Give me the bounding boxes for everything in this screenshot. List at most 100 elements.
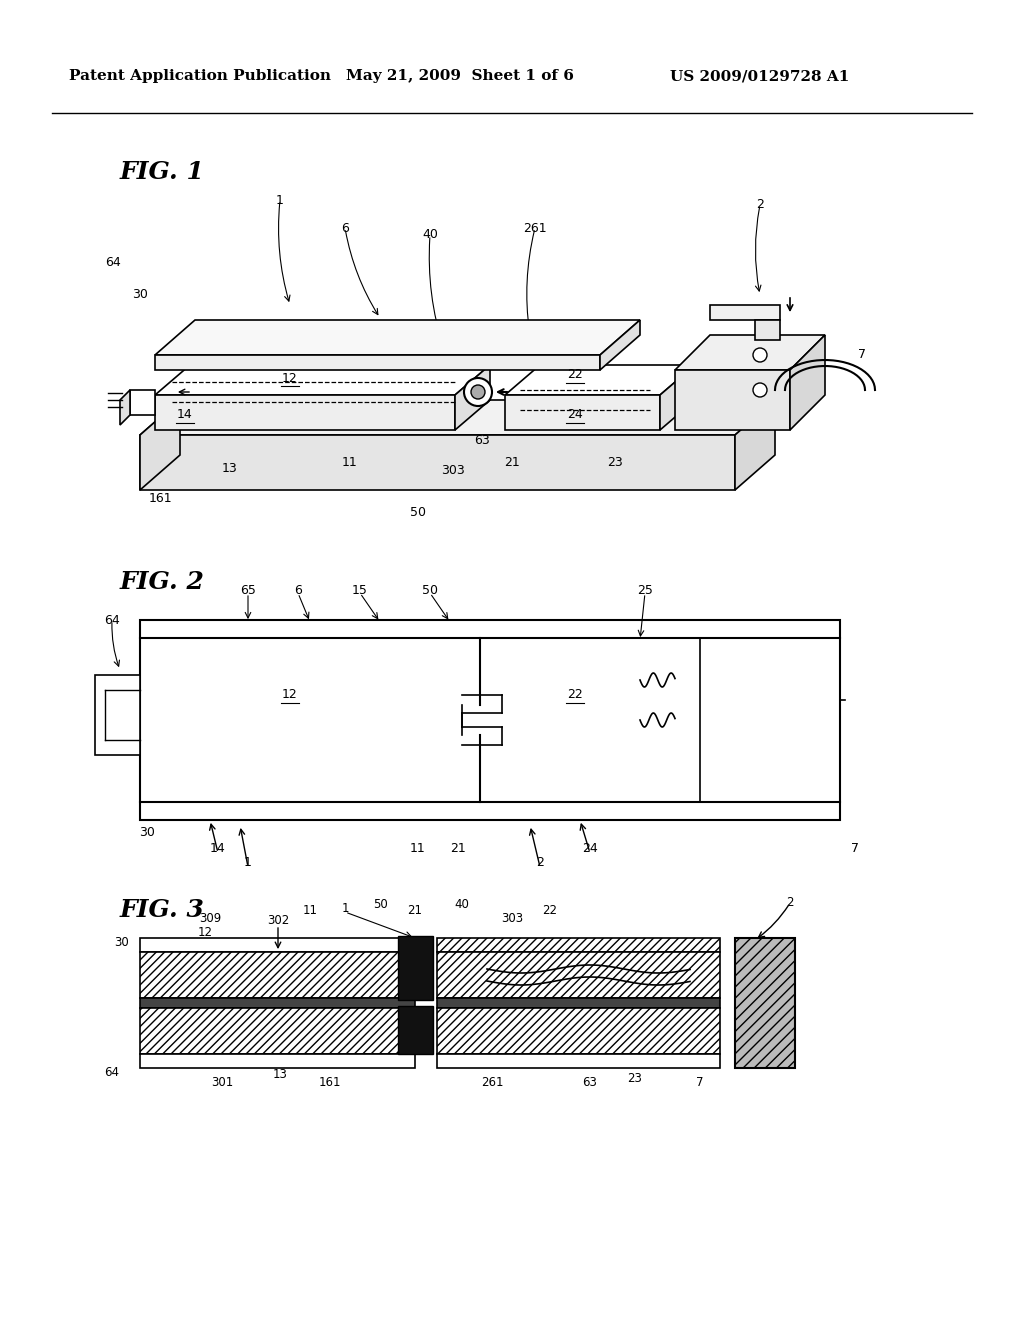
Text: May 21, 2009  Sheet 1 of 6: May 21, 2009 Sheet 1 of 6: [346, 69, 573, 83]
Text: Patent Application Publication: Patent Application Publication: [69, 69, 331, 83]
Text: 13: 13: [222, 462, 238, 474]
Text: 2: 2: [786, 896, 794, 909]
Text: 1: 1: [244, 855, 252, 869]
Text: 261: 261: [480, 1076, 503, 1089]
Text: 6: 6: [294, 583, 302, 597]
Text: 50: 50: [422, 583, 438, 597]
Text: 23: 23: [607, 455, 623, 469]
Text: 25: 25: [637, 583, 653, 597]
Text: 23: 23: [628, 1072, 642, 1085]
Text: 13: 13: [272, 1068, 288, 1081]
Polygon shape: [600, 319, 640, 370]
Text: 303: 303: [441, 463, 465, 477]
Text: 12: 12: [283, 689, 298, 701]
Text: 22: 22: [567, 689, 583, 701]
Text: 261: 261: [523, 222, 547, 235]
Text: US 2009/0129728 A1: US 2009/0129728 A1: [671, 69, 850, 83]
Polygon shape: [140, 436, 735, 490]
Text: 24: 24: [567, 408, 583, 421]
Text: 30: 30: [115, 936, 129, 949]
Bar: [398, 936, 433, 1001]
Text: 14: 14: [210, 842, 226, 854]
Polygon shape: [140, 400, 180, 490]
Text: 161: 161: [148, 491, 172, 504]
Circle shape: [464, 378, 492, 407]
Text: FIG. 1: FIG. 1: [120, 160, 205, 183]
Bar: [437, 998, 720, 1008]
Bar: [140, 1008, 415, 1053]
Bar: [437, 939, 720, 952]
Polygon shape: [140, 400, 775, 436]
Circle shape: [753, 348, 767, 362]
Text: 50: 50: [410, 506, 426, 519]
Text: 22: 22: [567, 368, 583, 381]
Polygon shape: [455, 366, 490, 430]
Bar: [437, 1053, 720, 1068]
Text: 2: 2: [536, 855, 544, 869]
Text: 50: 50: [373, 899, 387, 912]
Bar: [735, 939, 795, 1068]
Text: 64: 64: [104, 1065, 120, 1078]
Text: 30: 30: [132, 289, 147, 301]
Polygon shape: [675, 335, 825, 370]
Polygon shape: [155, 355, 600, 370]
Text: 40: 40: [455, 899, 469, 912]
Text: 15: 15: [352, 583, 368, 597]
Text: 303: 303: [501, 912, 523, 924]
Text: 7: 7: [851, 842, 859, 854]
Text: 11: 11: [302, 903, 317, 916]
Text: FIG. 3: FIG. 3: [120, 898, 205, 921]
Polygon shape: [790, 335, 825, 430]
Bar: [95, 675, 140, 755]
Bar: [140, 1053, 415, 1068]
Text: 6: 6: [341, 222, 349, 235]
Text: 301: 301: [211, 1076, 233, 1089]
Polygon shape: [505, 395, 660, 430]
Polygon shape: [505, 366, 695, 395]
Text: 21: 21: [408, 903, 423, 916]
Text: 161: 161: [318, 1076, 341, 1089]
Text: 64: 64: [104, 614, 120, 627]
Polygon shape: [755, 319, 780, 341]
Text: 40: 40: [422, 228, 438, 242]
Bar: [140, 998, 415, 1008]
Text: 302: 302: [267, 913, 289, 927]
Text: 30: 30: [139, 825, 155, 838]
Text: 1: 1: [276, 194, 284, 206]
Bar: [140, 620, 840, 820]
Text: 12: 12: [198, 925, 213, 939]
Text: 11: 11: [342, 455, 357, 469]
Polygon shape: [735, 400, 775, 490]
Circle shape: [471, 385, 485, 399]
Bar: [437, 1008, 720, 1053]
Polygon shape: [155, 366, 490, 395]
Text: 1: 1: [341, 902, 349, 915]
Polygon shape: [660, 366, 695, 430]
Text: 21: 21: [451, 842, 466, 854]
Text: 63: 63: [583, 1076, 597, 1089]
Text: 24: 24: [582, 842, 598, 854]
Text: 63: 63: [474, 433, 489, 446]
Bar: [140, 952, 415, 998]
Text: 65: 65: [240, 583, 256, 597]
Polygon shape: [120, 389, 130, 425]
Text: 64: 64: [105, 256, 121, 269]
Polygon shape: [710, 305, 780, 319]
Text: 21: 21: [504, 455, 520, 469]
Polygon shape: [130, 389, 155, 414]
Polygon shape: [155, 395, 455, 430]
Text: FIG. 2: FIG. 2: [120, 570, 205, 594]
Polygon shape: [155, 319, 640, 355]
Text: 7: 7: [858, 348, 866, 362]
Text: 14: 14: [177, 408, 193, 421]
Text: 22: 22: [543, 903, 557, 916]
Text: 11: 11: [411, 842, 426, 854]
Text: 309: 309: [199, 912, 221, 924]
Polygon shape: [675, 370, 790, 430]
Text: 7: 7: [696, 1076, 703, 1089]
Bar: [140, 939, 415, 952]
Text: 12: 12: [283, 371, 298, 384]
Bar: [398, 1006, 433, 1053]
Bar: [437, 952, 720, 998]
Text: 2: 2: [756, 198, 764, 211]
